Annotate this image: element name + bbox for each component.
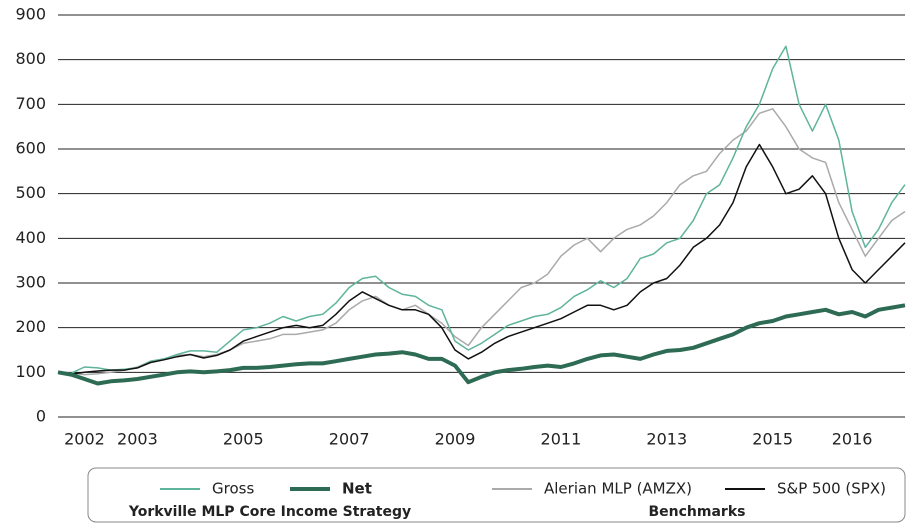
y-tick-label: 600 — [15, 139, 46, 158]
legend-label: Gross — [212, 480, 254, 498]
y-tick-label: 400 — [15, 228, 46, 247]
legend-group-title: Benchmarks — [649, 504, 746, 520]
x-tick-label: 2002 — [64, 430, 105, 449]
y-tick-label: 800 — [15, 49, 46, 68]
y-tick-label: 0 — [36, 407, 46, 426]
x-tick-label: 2011 — [541, 430, 582, 449]
series-line — [57, 108, 906, 376]
y-tick-label: 300 — [15, 273, 46, 292]
x-tick-label: 2016 — [832, 430, 873, 449]
x-tick-label: 2005 — [223, 430, 264, 449]
legend-label: S&P 500 (SPX) — [777, 480, 886, 498]
y-tick-label: 100 — [15, 362, 46, 381]
series-line — [57, 303, 906, 386]
x-tick-label: 2009 — [435, 430, 476, 449]
series-line — [57, 45, 906, 374]
legend-box — [87, 467, 906, 523]
x-tick-label: 2003 — [117, 430, 158, 449]
legend-group-title: Yorkville MLP Core Income Strategy — [128, 504, 411, 520]
x-tick-label: 2007 — [329, 430, 370, 449]
x-tick-label: 2013 — [646, 430, 687, 449]
x-tick-label: 2015 — [752, 430, 793, 449]
y-tick-label: 900 — [15, 5, 46, 24]
series-line — [57, 143, 906, 375]
legend-label: Net — [342, 480, 372, 498]
y-tick-label: 700 — [15, 94, 46, 113]
legend-label: Alerian MLP (AMZX) — [544, 480, 692, 498]
y-tick-label: 200 — [15, 317, 46, 336]
y-tick-label: 500 — [15, 183, 46, 202]
